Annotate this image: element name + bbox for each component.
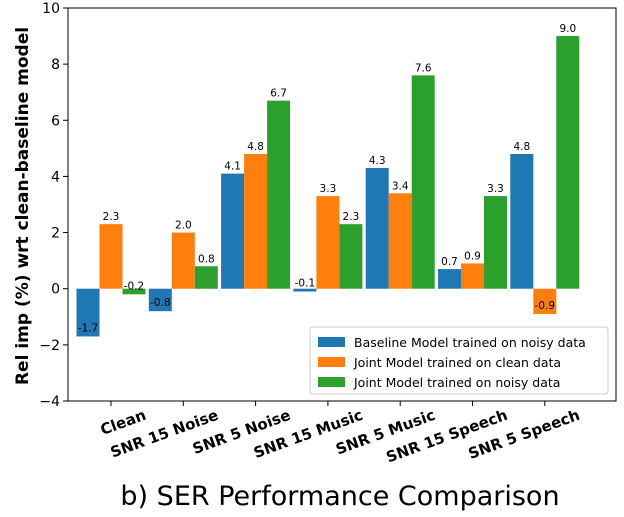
legend-box <box>309 326 609 395</box>
data-label-0-2: 4.1 <box>224 161 241 173</box>
legend-label-0: Baseline Model trained on noisy data <box>354 335 586 350</box>
data-label-1-5: 0.9 <box>464 250 481 262</box>
bar-1-3 <box>316 196 340 289</box>
bar-0-4 <box>365 168 389 289</box>
bar-2-6 <box>556 36 580 289</box>
legend-label-2: Joint Model trained on noisy data <box>353 375 560 390</box>
bar-1-2 <box>244 153 268 289</box>
y-tick-label-7: 10 <box>42 1 60 17</box>
bar-0-3 <box>293 288 317 292</box>
data-label-1-4: 3.4 <box>392 180 409 192</box>
data-label-0-1: -0.8 <box>150 297 171 309</box>
data-label-2-0: -0.2 <box>124 280 145 292</box>
bar-0-6 <box>510 153 534 289</box>
y-tick-label-5: 6 <box>51 113 60 129</box>
data-label-1-2: 4.8 <box>247 141 264 153</box>
bar-1-4 <box>388 193 412 289</box>
bars-group <box>76 36 580 337</box>
data-label-2-3: 2.3 <box>343 211 360 223</box>
y-tick-label-4: 4 <box>51 169 60 185</box>
data-label-2-4: 7.6 <box>415 62 432 74</box>
y-axis-label: Rel imp (%) wrt clean-baseline model <box>13 27 33 385</box>
y-tick-label-3: 2 <box>51 226 60 242</box>
data-label-2-1: 0.8 <box>198 253 215 265</box>
data-label-0-4: 4.3 <box>369 155 386 167</box>
data-label-0-3: -0.1 <box>295 278 316 290</box>
bar-2-3 <box>339 224 363 289</box>
data-label-2-5: 3.3 <box>487 183 504 195</box>
bar-2-2 <box>267 100 291 289</box>
legend: Baseline Model trained on noisy data Join… <box>309 326 609 395</box>
plot-frame <box>67 7 617 402</box>
data-label-0-5: 0.7 <box>441 256 458 268</box>
bar-1-0 <box>99 224 123 289</box>
legend-swatch-2 <box>318 377 345 387</box>
data-label-2-6: 9.0 <box>559 23 576 35</box>
bar-0-1 <box>148 288 172 312</box>
data-labels-group: -1.7 -0.8 4.1 -0.1 4.3 0.7 4.8 2.3 2.0 4.8 3.3 3.4 0… <box>78 23 576 334</box>
bar-0-0 <box>76 288 100 337</box>
bar-0-2 <box>221 173 245 289</box>
y-tick-label-6: 8 <box>51 57 60 73</box>
data-label-2-2: 6.7 <box>270 88 287 100</box>
data-label-1-6: -0.9 <box>535 300 556 312</box>
bar-2-1 <box>194 266 218 289</box>
legend-label-1: Joint Model trained on clean data <box>353 355 561 370</box>
bar-2-0 <box>122 288 146 295</box>
data-label-1-0: 2.3 <box>103 211 120 223</box>
legend-swatch-0 <box>318 337 345 347</box>
bar-1-6 <box>533 288 557 314</box>
legend-swatch-1 <box>318 357 345 367</box>
data-label-1-1: 2.0 <box>175 220 192 232</box>
data-label-0-0: -1.7 <box>78 322 99 334</box>
data-label-1-3: 3.3 <box>320 183 337 195</box>
bar-1-5 <box>461 263 484 289</box>
y-tick-label-2: 0 <box>51 282 60 298</box>
y-tick-label-0: −4 <box>39 394 60 410</box>
bar-2-4 <box>411 75 435 289</box>
y-tick-label-1: −2 <box>39 338 60 354</box>
bar-0-5 <box>438 269 461 289</box>
bar-2-5 <box>484 196 507 289</box>
bar-1-1 <box>171 232 195 289</box>
data-label-0-6: 4.8 <box>513 141 530 153</box>
figure-caption: b) SER Performance Comparison <box>120 481 559 512</box>
